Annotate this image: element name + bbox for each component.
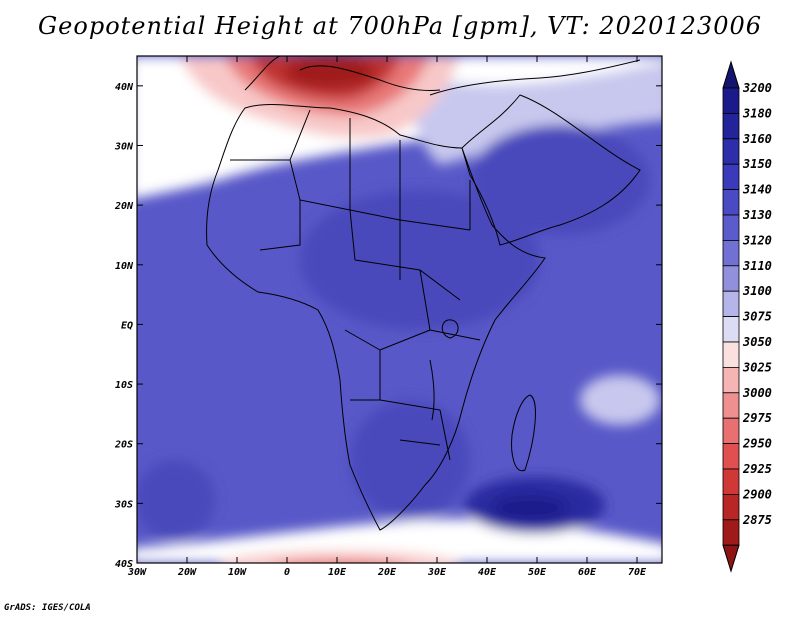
field-lavender-north [400,61,662,165]
lon-tick-label: 0 [284,567,290,578]
colorbar-swatch [722,366,740,394]
colorbar-swatch [722,392,740,419]
lat-tick-label: 30S [114,499,133,510]
lon-tick-label: 50E [528,567,547,578]
lat-tick-label: 40S [115,559,133,570]
map-title: Geopotential Height at 700hPa [gpm], VT:… [38,12,762,40]
colorbar-swatch [722,189,740,216]
colorbar-label: 3150 [742,157,772,171]
lon-tick-label: 20E [377,567,397,578]
field-lavender-indian [580,375,660,425]
country-borders [230,109,481,461]
colorbar-label: 3160 [742,132,772,146]
colorbar-swatch [722,493,740,521]
lon-tick-label: 60E [578,567,597,578]
lat-tick-label: 10N [115,261,134,272]
colorbar-label: 3110 [742,259,772,273]
lon-tick-label: 10W [228,567,247,578]
colorbar-swatch [722,341,740,368]
colorbar-label: 2925 [742,462,772,476]
colorbar-swatch [722,468,740,495]
map-frame [136,55,663,564]
field-red-deep [285,56,375,88]
field-blue-atlantic-sw [137,460,215,540]
colorbar-swatch [722,214,740,241]
axis-ticks: 30W 20W 10W 0 10E 20E 30E 40E 50E 60E 70E 40N 30N 20N… [114,56,662,578]
colorbar-swatch [722,290,740,318]
colorbar-top-arrow [722,60,740,89]
colorbar-label: 3120 [742,233,772,247]
colorbar-bottom-arrow [722,544,740,573]
lat-tick-label: EQ [121,320,133,331]
coastlines-borders [206,56,641,531]
lat-tick-label: 30N [114,141,134,152]
lat-tick-label: 20S [114,440,133,451]
great-lakes [429,319,459,421]
lon-tick-label: 30W [127,567,147,578]
colorbar-swatch [722,138,740,165]
colorbar-label: 2950 [742,437,772,451]
colorbar-swatch [722,87,740,114]
lat-tick-label: 10S [115,380,133,391]
lon-tick-label: 30E [427,567,447,578]
field-blue-arabia [470,125,650,235]
colorbar-swatch [722,163,740,190]
colorbar-label: 2875 [742,513,772,527]
colorbar-label: 3075 [742,310,772,324]
colorbar-swatch [722,239,740,267]
arabia-coastline [461,94,641,246]
field-blue-core [492,495,568,521]
field-red-south-light [221,551,459,563]
colorbar-swatch [722,265,740,292]
europe-coastline [244,56,641,96]
lon-tick-label: 10E [328,567,347,578]
colorbar-label: 3180 [742,106,772,120]
madagascar-coastline [511,394,536,472]
field-red-south-mid [285,560,395,563]
colorbar: 3200 3180 3160 3150 3140 3130 3120 3110 3100 3075… [722,60,772,573]
africa-coastline [206,103,546,531]
colorbar-label: 2975 [742,411,772,425]
colorbar-swatch [722,113,740,140]
lon-tick-label: 40E [478,567,497,578]
colorbar-swatch [722,519,740,546]
colorbar-label: 3050 [742,335,772,349]
colorbar-label: 3000 [742,386,772,400]
colorbar-swatch [722,417,740,445]
colorbar-swatch [722,443,740,470]
colorbar-label: 3025 [742,360,772,374]
colorbar-label: 3140 [742,183,772,197]
colorbar-label: 3200 [742,81,772,95]
colorbar-swatch [722,316,740,343]
lat-tick-label: 20N [114,201,134,212]
lat-tick-label: 40N [115,82,134,93]
field-blue-southern-africa [350,400,470,520]
field-blue-central-africa [300,190,540,330]
colorbar-label: 3100 [742,284,772,298]
colorbar-label: 2900 [742,487,772,501]
lon-tick-label: 70E [628,567,647,578]
software-credit: GrADS: IGES/COLA [4,603,91,613]
colorbar-label: 3130 [742,208,772,222]
lon-tick-label: 20W [177,567,197,578]
